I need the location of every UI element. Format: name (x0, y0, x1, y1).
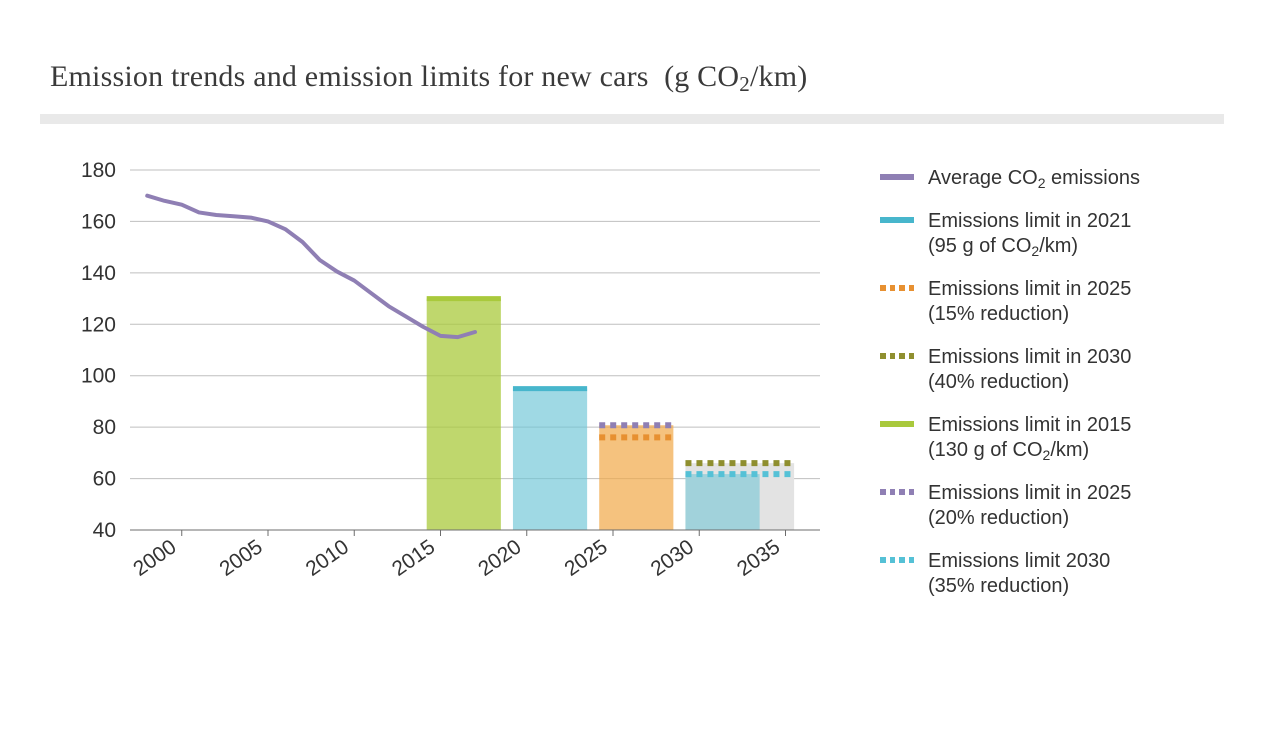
legend-swatch (880, 489, 914, 495)
y-tick-label: 160 (81, 210, 116, 233)
title-divider (40, 114, 1224, 124)
legend-item: Emissions limit in 2015(130 g of CO2/km) (880, 413, 1224, 463)
x-tick-label: 2020 (474, 535, 525, 581)
x-tick-label: 2000 (129, 535, 180, 581)
chart-svg: 40 60 80 100 120 140 160 180 2000 2005 2010 2015 202… (40, 160, 840, 620)
x-ticks: 2000 2005 2010 2015 2020 2025 2030 2035 (129, 530, 785, 581)
legend-label: Emissions limit in 2025(20% reduction) (928, 481, 1131, 531)
chart-row: 40 60 80 100 120 140 160 180 2000 2005 2010 2015 202… (40, 160, 1224, 625)
x-tick-label: 2015 (388, 535, 439, 581)
legend-label: Average CO2 emissions (928, 166, 1140, 191)
legend-swatch (880, 557, 914, 563)
bar (685, 474, 759, 530)
page: Emission trends and emission limits for … (0, 0, 1264, 655)
legend-label: Emissions limit in 2030(40% reduction) (928, 345, 1131, 395)
legend-swatch (880, 353, 914, 359)
legend-item: Emissions limit in 2025(20% reduction) (880, 481, 1224, 531)
legend-swatch (880, 174, 914, 180)
y-tick-label: 40 (93, 519, 116, 542)
x-tick-label: 2035 (733, 535, 784, 581)
y-tick-label: 80 (93, 416, 116, 439)
x-tick-label: 2010 (302, 535, 353, 581)
y-tick-label: 100 (81, 365, 116, 388)
x-tick-label: 2030 (647, 535, 698, 581)
legend-swatch (880, 217, 914, 223)
legend-label: Emissions limit 2030(35% reduction) (928, 549, 1110, 599)
y-tick-label: 60 (93, 468, 116, 491)
y-tick-label: 180 (81, 160, 116, 182)
legend-swatch (880, 285, 914, 291)
chart-legend: Average CO2 emissions Emissions limit in … (880, 160, 1224, 617)
legend-item: Average CO2 emissions (880, 166, 1224, 191)
legend-item: Emissions limit in 2021(95 g of CO2/km) (880, 209, 1224, 259)
chart-plot: 40 60 80 100 120 140 160 180 2000 2005 2010 2015 202… (40, 160, 840, 625)
legend-label: Emissions limit in 2015(130 g of CO2/km) (928, 413, 1131, 463)
chart-title: Emission trends and emission limits for … (50, 60, 1214, 94)
legend-item: Emissions limit in 2030(40% reduction) (880, 345, 1224, 395)
x-tick-label: 2025 (560, 535, 611, 581)
y-tick-label: 120 (81, 313, 116, 336)
legend-swatch (880, 421, 914, 427)
legend-item: Emissions limit in 2025(15% reduction) (880, 277, 1224, 327)
bar (599, 425, 673, 530)
bars (427, 299, 794, 530)
legend-label: Emissions limit in 2021(95 g of CO2/km) (928, 209, 1131, 259)
y-tick-label: 140 (81, 262, 116, 285)
bar (513, 389, 587, 530)
legend-item: Emissions limit 2030(35% reduction) (880, 549, 1224, 599)
line-average-co2 (147, 196, 475, 337)
legend-label: Emissions limit in 2025(15% reduction) (928, 277, 1131, 327)
x-tick-label: 2005 (215, 535, 266, 581)
